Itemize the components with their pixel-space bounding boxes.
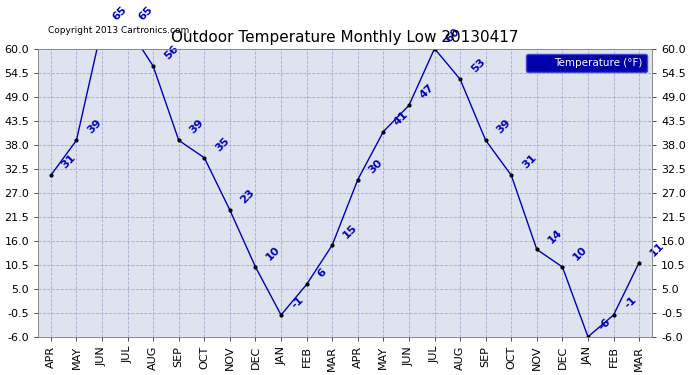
Text: 60: 60	[444, 26, 462, 44]
Text: 65: 65	[137, 4, 155, 22]
Legend: Temperature (°F): Temperature (°F)	[526, 54, 647, 72]
Text: 23: 23	[239, 188, 257, 206]
Title: Outdoor Temperature Monthly Low 20130417: Outdoor Temperature Monthly Low 20130417	[171, 30, 519, 45]
Text: -6: -6	[597, 316, 613, 332]
Text: 14: 14	[546, 227, 564, 245]
Text: -1: -1	[622, 295, 638, 310]
Text: 10: 10	[571, 244, 589, 262]
Text: 65: 65	[111, 4, 129, 22]
Text: 53: 53	[469, 57, 487, 75]
Text: 41: 41	[393, 109, 411, 127]
Text: 6: 6	[315, 267, 328, 280]
Text: 11: 11	[648, 240, 666, 258]
Text: 39: 39	[86, 118, 104, 136]
Text: -1: -1	[290, 295, 306, 310]
Text: 30: 30	[367, 157, 384, 175]
Text: 56: 56	[162, 44, 180, 62]
Text: 35: 35	[213, 135, 231, 153]
Text: 31: 31	[520, 153, 538, 171]
Text: 15: 15	[341, 223, 359, 241]
Text: 31: 31	[60, 153, 78, 171]
Text: Copyright 2013 Cartronics.com: Copyright 2013 Cartronics.com	[48, 26, 190, 35]
Text: 39: 39	[188, 118, 206, 136]
Text: 47: 47	[418, 83, 436, 101]
Text: 10: 10	[264, 244, 282, 262]
Text: 39: 39	[495, 118, 513, 136]
